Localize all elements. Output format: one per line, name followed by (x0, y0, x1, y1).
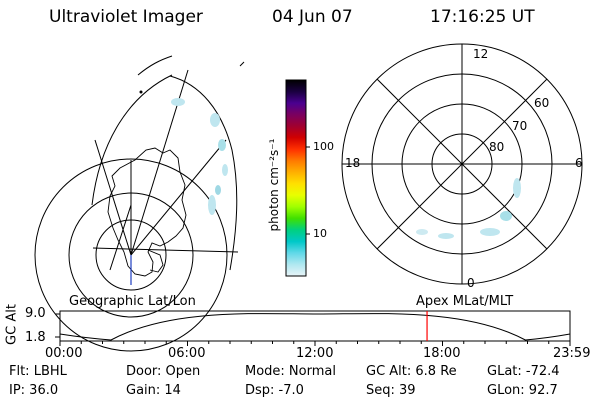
instrument-title: Ultraviolet Imager (49, 7, 203, 27)
colorbar-label-100: 100 (313, 140, 334, 153)
polar-mlt-12: 12 (473, 47, 489, 61)
polar-diag-2 (376, 78, 548, 250)
timeline-xtick-label-2359: 23:59 (553, 346, 591, 361)
polar-mlt-0: 0 (467, 276, 475, 290)
altitude-curve (59, 313, 571, 341)
map-latitude-circle-1 (34, 158, 228, 352)
map-arc-1 (91, 74, 173, 206)
time-label: 17:16:25 UT (430, 7, 535, 27)
glon-readout: GLon: 92.7 (487, 383, 558, 398)
peninsula-outline (147, 249, 164, 273)
polar-plot (341, 43, 583, 285)
map-marker-dot (139, 90, 143, 94)
map-aurora-emission (171, 98, 228, 215)
timeline-left-label: Geographic Lat/Lon (69, 294, 196, 309)
timeline-xtick-label-1200: 12:00 (296, 346, 334, 361)
timeline-frame (59, 310, 571, 342)
timeline-xtick-label-1800: 18:00 (423, 346, 461, 361)
polar-aurora-emission (416, 178, 521, 239)
polar-lat-60: 60 (534, 96, 550, 110)
gc-alt-readout: GC Alt: 6.8 Re (366, 364, 457, 379)
colorbar (285, 79, 307, 277)
map-boundary-right (169, 75, 238, 271)
timeline-xtick-label-0000: 00:00 (45, 346, 83, 361)
ip-readout: IP: 36.0 (9, 383, 59, 398)
glat-readout: GLat: -72.4 (487, 364, 560, 379)
dsp-readout: Dsp: -7.0 (245, 383, 304, 398)
map-arc-outer (137, 55, 173, 76)
colorbar-label-10: 10 (313, 227, 327, 240)
timeline-xticks (59, 341, 571, 346)
colorbar-unit-label: photon cm⁻²s⁻¹ (267, 138, 281, 232)
timeline-right-label: Apex MLat/MLT (416, 294, 514, 309)
polar-lat-80: 80 (489, 140, 505, 154)
map-meridian-2 (130, 139, 227, 256)
timeline-xtick-label-0600: 06:00 (168, 346, 206, 361)
map-meridian-3 (94, 139, 132, 256)
polar-lat-70: 70 (512, 119, 528, 133)
filter-readout: Flt: LBHL (9, 364, 67, 379)
date-label: 04 Jun 07 (272, 7, 353, 27)
polar-mlt-18: 18 (345, 156, 361, 170)
timeline-ytick-label-9: 9.0 (25, 306, 46, 321)
mode-readout: Mode: Normal (245, 364, 336, 379)
seq-readout: Seq: 39 (366, 383, 416, 398)
map-arc-tick (239, 61, 245, 67)
timeline-y-axis-label: GC Alt (4, 304, 20, 345)
map-meridian-6 (109, 204, 132, 271)
timeline-ytick-label-1.8: 1.8 (25, 330, 46, 345)
polar-mlt-6: 6 (575, 156, 583, 170)
continent-outline (107, 147, 187, 277)
door-readout: Door: Open (126, 364, 201, 379)
gain-readout: Gain: 14 (126, 383, 181, 398)
